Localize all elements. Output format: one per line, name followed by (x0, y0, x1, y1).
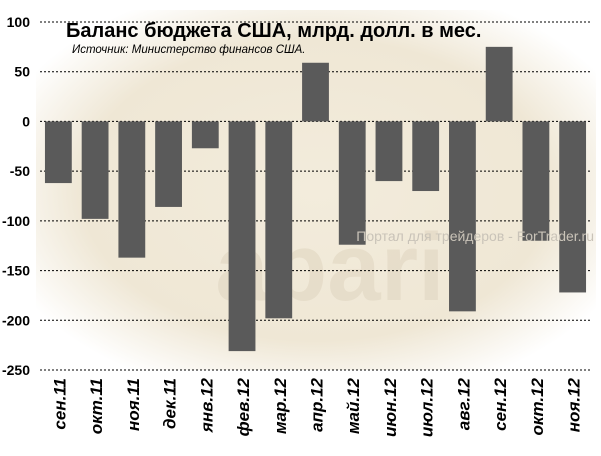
bar (522, 121, 550, 241)
x-tick-label: окт.11 (87, 378, 106, 434)
bar (559, 121, 587, 293)
y-tick-label: -50 (10, 163, 30, 179)
bar (155, 121, 182, 207)
bar (118, 121, 146, 258)
x-tick-label: июн.12 (381, 377, 400, 437)
x-tick-label: апр.12 (308, 377, 327, 431)
y-axis: 100 50 0 -50 -100 -150 -200 -250 (2, 14, 30, 378)
y-tick-label: -200 (2, 312, 30, 328)
x-tick-label: сен.11 (50, 378, 69, 430)
x-tick-label: дек.11 (161, 378, 180, 429)
bar (44, 121, 72, 184)
bar (81, 121, 109, 219)
y-tick-label: -100 (2, 213, 30, 229)
watermark: Портал для трейдеров - ForTrader.ru (356, 228, 594, 244)
y-tick-label: -150 (2, 263, 30, 279)
y-tick-label: 50 (14, 64, 30, 80)
bar (485, 46, 513, 122)
x-tick-label: ноя.12 (565, 377, 584, 432)
x-tick-label: мар.12 (271, 377, 290, 434)
y-tick-label: 0 (22, 113, 30, 129)
x-tick-label: июл.12 (418, 377, 437, 437)
bars (44, 46, 587, 352)
bar (191, 121, 219, 149)
bar (338, 121, 366, 245)
bar (302, 62, 329, 122)
x-tick-label: фев.12 (234, 377, 253, 436)
x-tick-label: сен.12 (491, 377, 510, 430)
x-tick-label: ноя.11 (124, 378, 143, 431)
x-tick-label: окт.12 (528, 377, 547, 435)
x-tick-label: май.12 (344, 377, 363, 434)
bar (228, 121, 256, 352)
y-tick-label: -250 (2, 362, 30, 378)
x-axis: сен.11 окт.11 ноя.11 дек.11 янв.12 фев.12 мар.… (50, 377, 583, 437)
y-tick-label: 100 (7, 14, 31, 30)
chart-title: Баланс бюджета США, млрд. долл. в мес. (66, 20, 481, 42)
bar (265, 121, 293, 319)
x-tick-label: авг.12 (454, 377, 473, 430)
x-tick-label: янв.12 (197, 377, 216, 433)
bar (449, 121, 476, 312)
bar (375, 121, 403, 182)
bar (412, 121, 440, 192)
chart-subtitle: Источник: Министерство финансов США. (72, 44, 305, 56)
